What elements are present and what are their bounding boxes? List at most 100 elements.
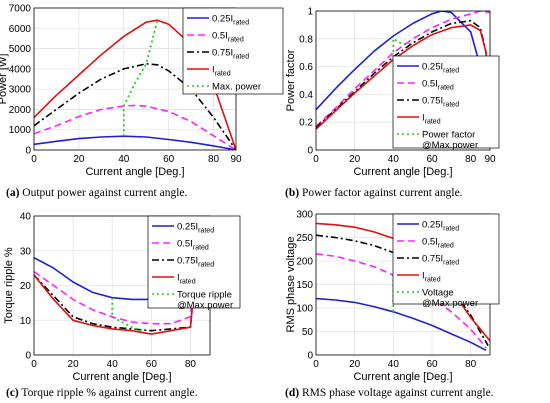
legend-entry-label: 0.5Irated bbox=[177, 239, 209, 252]
series-line-c-4 bbox=[111, 297, 142, 332]
y-tick-label: 50 bbox=[302, 327, 314, 338]
y-tick-label: 40 bbox=[20, 212, 32, 223]
x-tick-label: 80 bbox=[465, 359, 477, 370]
legend-entry-label: 0.25Irated bbox=[212, 14, 249, 27]
series-line-b-0 bbox=[316, 11, 490, 140]
x-tick-label: 0 bbox=[313, 359, 319, 370]
y-tick-label: 150 bbox=[296, 280, 313, 291]
legend-box bbox=[182, 7, 284, 95]
y-tick-label: 0.6 bbox=[299, 62, 313, 73]
x-tick-label: 90 bbox=[230, 154, 242, 165]
x-tick-label: 60 bbox=[426, 154, 438, 165]
series-line-a-4 bbox=[122, 19, 159, 137]
y-tick-label: 0 bbox=[307, 351, 313, 362]
x-tick-label: 0 bbox=[31, 154, 37, 165]
legend-entry-label: Irated bbox=[422, 271, 441, 284]
x-tick-label: 20 bbox=[349, 359, 361, 370]
caption-d: (d) RMS phase voltage against current an… bbox=[285, 387, 494, 399]
y-tick-label: 10 bbox=[20, 316, 32, 327]
series-line-a-0 bbox=[34, 135, 236, 150]
legend-d: 0.25Irated 0.5Irated 0.75Irated Irated Volta… bbox=[392, 213, 500, 309]
y-tick-label: 7000 bbox=[9, 4, 32, 15]
legend-c: 0.25Irated 0.5Irated 0.75Irated Irated Torqu… bbox=[147, 215, 241, 311]
legend-entry-label: 0.75Irated bbox=[422, 254, 459, 267]
legend-entry-label: 0.75Irated bbox=[212, 48, 249, 61]
legend-box bbox=[147, 215, 241, 309]
x-axis-label: Current angle [Deg.] bbox=[72, 371, 171, 383]
legend-entry-label: Irated bbox=[422, 113, 441, 126]
series-line-a-1 bbox=[34, 104, 236, 150]
legend-entry-label: Power factor bbox=[422, 130, 475, 141]
legend-entry-label: Irated bbox=[212, 65, 231, 78]
legend-entry-label: Max. power bbox=[212, 82, 261, 93]
legend-entry-label: 0.75Irated bbox=[422, 96, 459, 109]
y-tick-label: 5000 bbox=[9, 44, 32, 55]
legend-entry-label: Voltage bbox=[422, 288, 454, 299]
series-line-b-3 bbox=[316, 24, 490, 130]
y-tick-label: 1 bbox=[307, 7, 313, 18]
legend-entry-label: 0.25Irated bbox=[422, 220, 459, 233]
legend-entry-label: 0.5Irated bbox=[422, 79, 454, 92]
x-axis-label: Current angle [Deg.] bbox=[353, 371, 452, 383]
y-tick-label: 6000 bbox=[9, 24, 32, 35]
series-line-c-1 bbox=[34, 226, 201, 325]
x-tick-label: 80 bbox=[185, 359, 197, 370]
y-tick-label: 0.8 bbox=[299, 34, 313, 45]
x-tick-label: 0 bbox=[31, 359, 37, 370]
legend-entry-label-line2: @Max.power bbox=[177, 300, 233, 311]
y-tick-label: 3000 bbox=[9, 85, 32, 96]
legend-entry-label: 0.5Irated bbox=[422, 237, 454, 250]
x-axis-label: Current angle [Deg.] bbox=[85, 166, 184, 178]
legend-entry-label: 0.5Irated bbox=[212, 31, 244, 44]
x-tick-label: 80 bbox=[208, 154, 220, 165]
chart-b: 0 20 40 60 80 90 0 0.2 0.4 0.6 0.8 1 Current angle [… bbox=[285, 7, 500, 199]
x-tick-label: 60 bbox=[146, 359, 158, 370]
y-axis-label: RMS phase voltage bbox=[285, 237, 297, 333]
legend-b: 0.25Irated 0.5Irated 0.75Irated Irated Power… bbox=[392, 55, 500, 151]
x-tick-label: 90 bbox=[484, 154, 496, 165]
legend-entry-label: Irated bbox=[177, 273, 196, 286]
legend-entry-label: Torque ripple bbox=[177, 290, 232, 301]
legend-a: 0.25Irated 0.5Irated 0.75Irated Irated Max. … bbox=[182, 7, 284, 95]
legend-box bbox=[392, 55, 500, 149]
y-tick-label: 20 bbox=[20, 281, 32, 292]
y-axis-label: Torque ripple % bbox=[3, 247, 15, 324]
series-line-b-2 bbox=[316, 19, 490, 129]
series-line-a-2 bbox=[34, 62, 236, 150]
legend-entry-label-line2: @Max.power bbox=[422, 298, 478, 309]
y-tick-label: 4000 bbox=[9, 64, 32, 75]
y-tick-label: 200 bbox=[296, 257, 313, 268]
caption-c: (c) Torque ripple % against current angl… bbox=[6, 387, 198, 399]
series-line-d-0 bbox=[316, 297, 487, 352]
x-tick-label: 60 bbox=[163, 154, 175, 165]
series-line-b-1 bbox=[316, 11, 490, 127]
x-tick-label: 0 bbox=[313, 154, 319, 165]
caption-a: (a) Output power against current angle. bbox=[6, 187, 188, 199]
series-line-c-3 bbox=[34, 226, 201, 335]
legend-entry-label: 0.75Irated bbox=[177, 256, 214, 269]
y-tick-label: 0.2 bbox=[299, 118, 313, 129]
legend-entry-label: 0.25Irated bbox=[422, 62, 459, 75]
legend-entry-label: 0.25Irated bbox=[177, 222, 214, 235]
y-tick-label: 0 bbox=[25, 351, 31, 362]
x-axis-label: Current angle [Deg.] bbox=[353, 166, 452, 178]
caption-b: (b) Power factor against current angle. bbox=[285, 187, 463, 199]
legend-box bbox=[392, 213, 500, 305]
y-tick-label: 0 bbox=[25, 146, 31, 157]
x-tick-label: 40 bbox=[388, 154, 400, 165]
series-line-c-2 bbox=[34, 226, 201, 332]
x-tick-label: 20 bbox=[73, 154, 85, 165]
x-tick-label: 60 bbox=[426, 359, 438, 370]
y-tick-label: 1000 bbox=[9, 125, 32, 136]
x-tick-label: 20 bbox=[68, 359, 80, 370]
y-axis-label: Power factor bbox=[285, 49, 297, 111]
y-axis-label: Power [W] bbox=[0, 54, 9, 105]
y-tick-label: 300 bbox=[296, 210, 313, 221]
x-tick-label: 40 bbox=[118, 154, 130, 165]
y-tick-label: 250 bbox=[296, 233, 313, 244]
legend-entry-label-line2: @Max.power bbox=[422, 140, 478, 151]
x-tick-label: 40 bbox=[107, 359, 119, 370]
y-tick-label: 0.4 bbox=[299, 90, 313, 101]
